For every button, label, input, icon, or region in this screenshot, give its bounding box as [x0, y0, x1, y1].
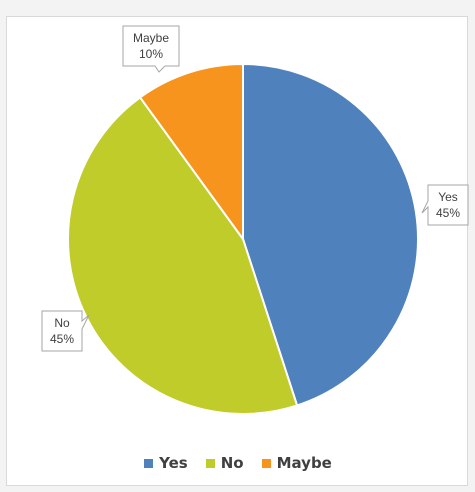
data-label-no: No 45% [41, 310, 90, 352]
data-label-name: No [54, 316, 70, 330]
data-label-value: 45% [50, 332, 74, 346]
legend-label-yes: Yes [159, 454, 188, 472]
pie-slice-yes [242, 62, 419, 407]
data-label-box [41, 310, 90, 352]
data-labels: Yes 45% No 45% Maybe 10% [41, 25, 469, 352]
data-label-name: Maybe [133, 31, 169, 45]
legend-item-maybe: Maybe [261, 454, 332, 472]
data-label-value: 45% [436, 206, 460, 220]
data-label-yes: Yes 45% [421, 184, 469, 226]
legend-item-yes: Yes [144, 454, 188, 472]
pie-slice-maybe [138, 62, 244, 243]
chart-area: Yes 45% No 45% Maybe 10% Yes No Maybe [6, 16, 469, 486]
legend-label-no: No [220, 454, 244, 472]
legend: Yes No Maybe [7, 454, 469, 472]
legend-swatch-yes [144, 458, 154, 468]
pie-slices [67, 62, 419, 415]
pie-chart: Yes 45% No 45% Maybe 10% [41, 25, 469, 415]
legend-swatch-no [205, 458, 215, 468]
legend-item-no: No [205, 454, 244, 472]
data-label-box [122, 25, 180, 73]
legend-swatch-maybe [261, 458, 271, 468]
data-label-maybe: Maybe 10% [122, 25, 180, 73]
data-label-box [421, 184, 469, 226]
data-label-name: Yes [438, 190, 458, 204]
data-label-value: 10% [139, 47, 163, 61]
legend-label-maybe: Maybe [276, 454, 332, 472]
